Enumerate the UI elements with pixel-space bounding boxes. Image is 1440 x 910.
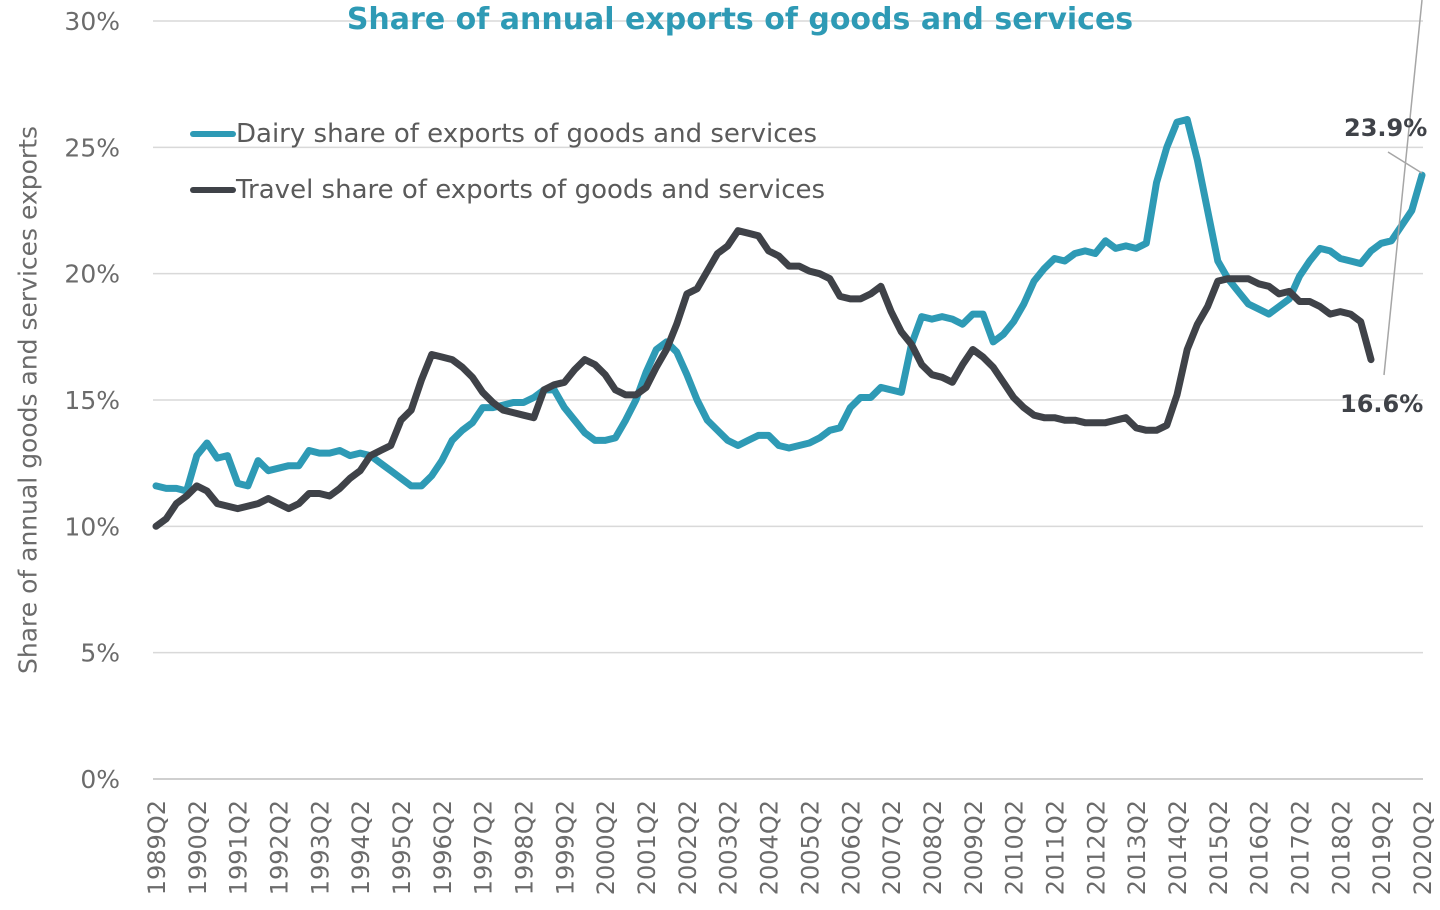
travel-end-label: 16.6%: [1340, 390, 1424, 418]
x-tick-label: 1996Q2: [429, 800, 457, 895]
x-tick-label: 2014Q2: [1164, 800, 1192, 895]
dairy-end-label: 23.9%: [1344, 114, 1428, 142]
x-tick-label: 2020Q2: [1409, 800, 1437, 895]
travel-leader-line: [1383, 0, 1423, 376]
y-tick-label: 15%: [64, 386, 120, 415]
legend[interactable]: Dairy share of exports of goods and serv…: [190, 106, 825, 218]
x-tick-label: 2004Q2: [756, 800, 784, 895]
x-tick-label: 2008Q2: [919, 800, 947, 895]
x-tick-label: 1997Q2: [470, 800, 498, 895]
series-lines: [152, 116, 1426, 530]
end-label-leaders: [1383, 0, 1423, 376]
x-tick-label: 2018Q2: [1327, 800, 1355, 895]
x-tick-label: 1991Q2: [225, 800, 253, 895]
x-tick-label: 2000Q2: [592, 800, 620, 895]
x-tick-label: 2010Q2: [1001, 800, 1029, 895]
x-tick-label: 2011Q2: [1041, 800, 1069, 895]
y-tick-label: 10%: [64, 512, 120, 541]
x-tick-label: 2013Q2: [1123, 800, 1151, 895]
x-tick-label: 1995Q2: [388, 800, 416, 895]
legend-label-travel: Travel share of exports of goods and ser…: [236, 175, 826, 205]
x-tick-label: 2001Q2: [633, 800, 661, 895]
chart-title: Share of annual exports of goods and ser…: [346, 2, 1134, 37]
legend-label-dairy: Dairy share of exports of goods and serv…: [236, 119, 818, 149]
x-tick-label: 1998Q2: [511, 800, 539, 895]
x-tick-label: 2019Q2: [1368, 800, 1396, 895]
x-axis-ticks: 1989Q2 1990Q2 1991Q2 1992Q2 1993Q2 1994Q2 1995…: [143, 800, 1437, 895]
x-tick-label: 2012Q2: [1082, 800, 1110, 895]
x-tick-label: 2017Q2: [1286, 800, 1314, 895]
x-tick-label: 2016Q2: [1246, 800, 1274, 895]
x-tick-label: 2007Q2: [878, 800, 906, 895]
x-tick-label: 2002Q2: [674, 800, 702, 895]
x-tick-label: 1999Q2: [551, 800, 579, 895]
y-axis-ticks: 0% 5% 10% 15% 20% 25% 30%: [64, 7, 120, 794]
travel-series-line: [152, 227, 1375, 530]
gridlines: [153, 20, 1423, 780]
x-tick-label: 2003Q2: [715, 800, 743, 895]
x-tick-label: 2015Q2: [1205, 800, 1233, 895]
x-tick-label: 1994Q2: [347, 800, 375, 895]
y-tick-label: 30%: [64, 7, 120, 36]
x-tick-label: 2009Q2: [960, 800, 988, 895]
x-tick-label: 2006Q2: [837, 800, 865, 895]
legend-item-dairy[interactable]: Dairy share of exports of goods and serv…: [190, 106, 825, 162]
y-axis-label: Share of annual goods and services expor…: [13, 125, 43, 675]
y-tick-label: 20%: [64, 260, 120, 289]
y-tick-label: 5%: [80, 639, 120, 668]
legend-swatch-dairy: [190, 131, 236, 137]
x-tick-label: 1989Q2: [143, 800, 171, 895]
legend-item-travel[interactable]: Travel share of exports of goods and ser…: [190, 162, 825, 218]
legend-swatch-travel: [190, 187, 236, 193]
y-tick-label: 25%: [64, 133, 120, 162]
x-tick-label: 1992Q2: [266, 800, 294, 895]
x-tick-label: 1993Q2: [306, 800, 334, 895]
x-tick-label: 1990Q2: [184, 800, 212, 895]
y-tick-label: 0%: [80, 765, 120, 794]
x-tick-label: 2005Q2: [796, 800, 824, 895]
